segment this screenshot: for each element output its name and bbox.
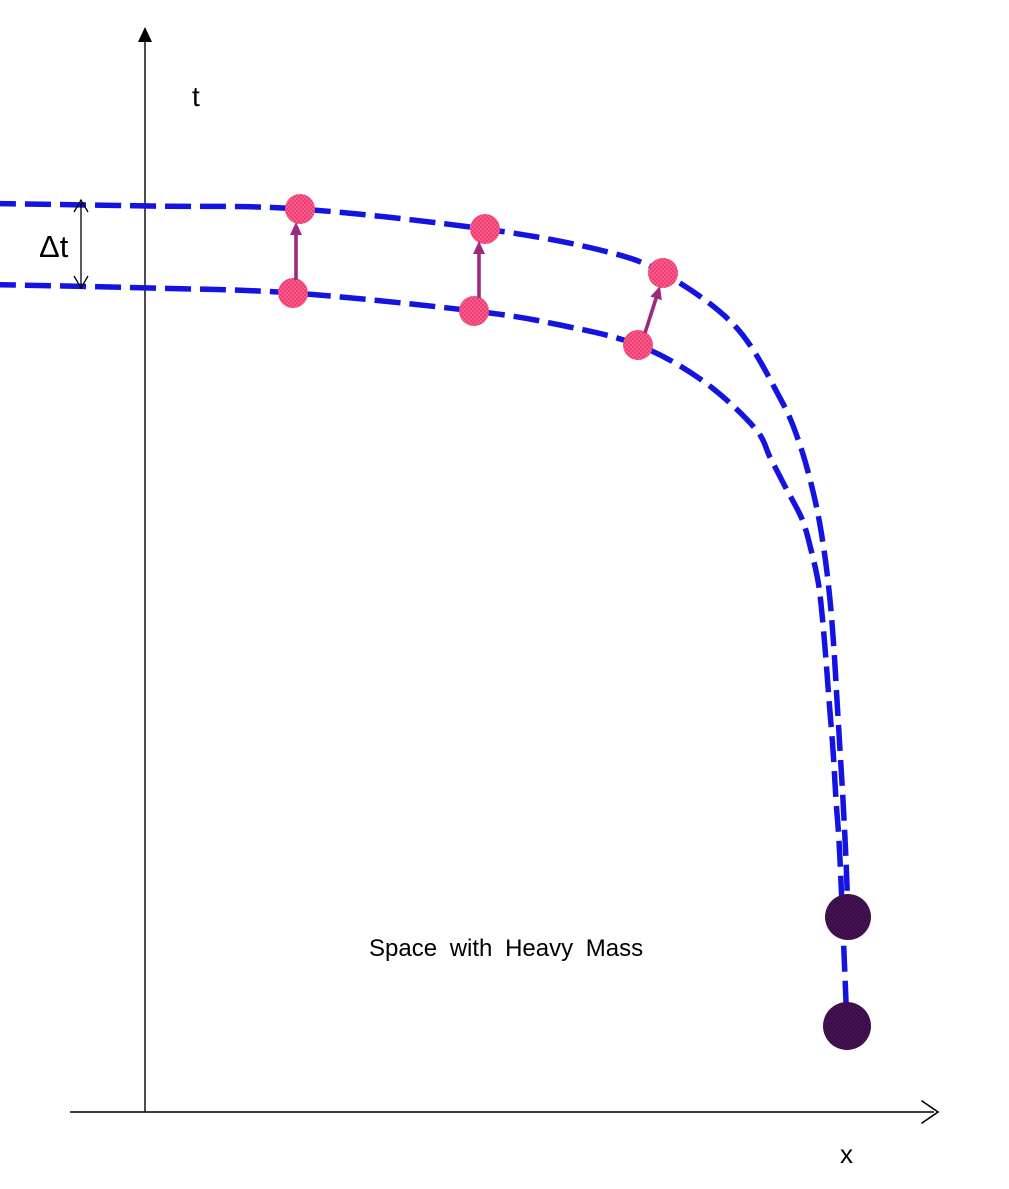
svg-text:x: x bbox=[840, 1139, 853, 1169]
svg-text:Δt: Δt bbox=[39, 229, 69, 264]
svg-text:t: t bbox=[192, 81, 200, 112]
svg-text:Space with Heavy Mass: Space with Heavy Mass bbox=[369, 935, 643, 962]
